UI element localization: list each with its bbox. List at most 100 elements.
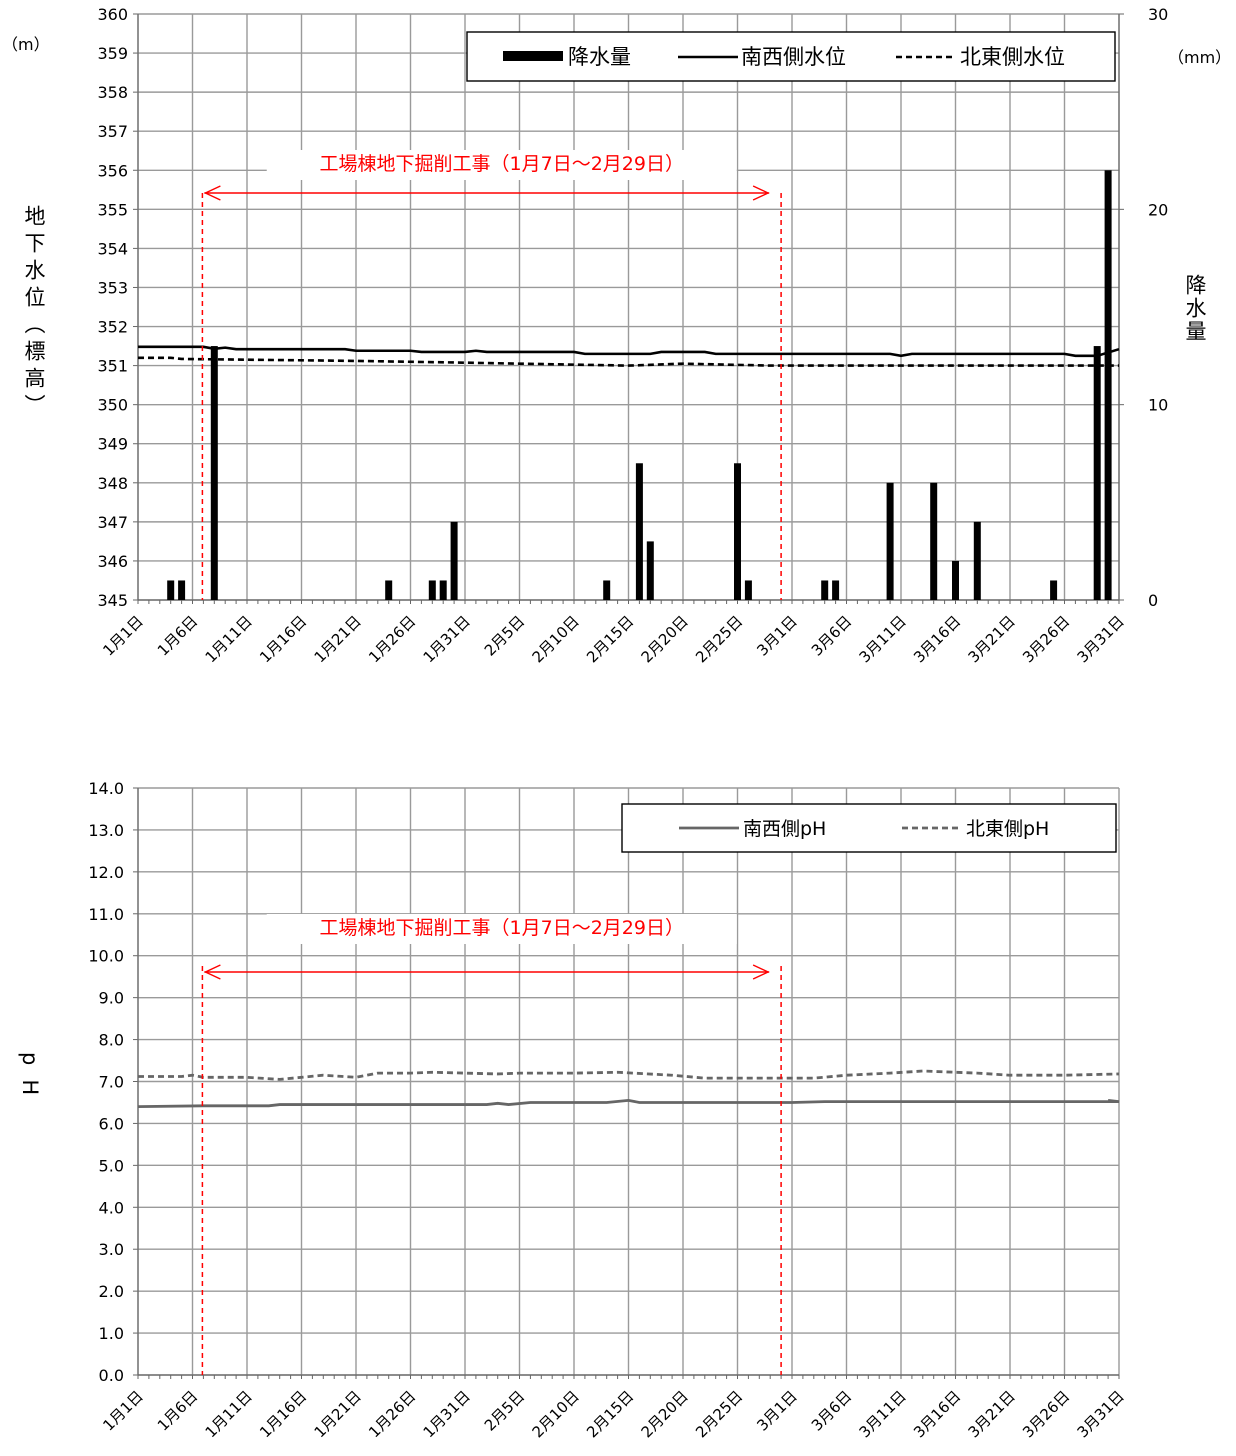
y-tick-label: 4.0 [99, 1198, 124, 1217]
x-tick-label: 2月20日 [638, 612, 692, 666]
annotation-label: 工場棟地下掘削工事（1月7日～2月29日） [320, 917, 684, 939]
precipitation-bar [603, 580, 611, 600]
x-tick-label: 3月21日 [965, 612, 1019, 666]
precipitation-bar [952, 560, 959, 600]
y-axis-title: pH [18, 1052, 42, 1109]
y-right-tick-label: 10 [1148, 396, 1168, 415]
y-left-tick-label: 357 [97, 122, 128, 141]
y-left-tick-label: 353 [97, 278, 128, 297]
x-tick-label: 1月6日 [154, 612, 201, 659]
x-tick-label: 1月31日 [420, 1387, 474, 1441]
x-tick-label: 1月11日 [202, 1387, 256, 1441]
x-tick-label: 3月11日 [856, 612, 910, 666]
x-tick-label: 2月25日 [692, 612, 746, 666]
southwest-water-level-line [138, 345, 1120, 358]
precipitation-bar [1050, 580, 1058, 600]
y-left-tick-label: 354 [97, 239, 128, 258]
precipitation-bar [821, 580, 829, 600]
y-left-tick-label: 352 [97, 318, 128, 337]
legend-swatch-precipitation [503, 51, 563, 61]
y-right-axis-title: 降水量 [1183, 274, 1207, 343]
y-right-tick-label: 30 [1148, 5, 1168, 24]
x-tick-label: 2月5日 [481, 1387, 528, 1434]
y-left-axis-title: 地下水位（標高） [22, 205, 46, 421]
y-tick-label: 7.0 [99, 1073, 124, 1092]
x-tick-label: 1月1日 [99, 1387, 146, 1434]
y-left-tick-label: 345 [97, 591, 128, 610]
x-tick-label: 1月1日 [99, 612, 146, 659]
x-tick-label: 2月25日 [692, 1387, 746, 1441]
legend-box [621, 803, 1117, 853]
precipitation-bar [832, 580, 840, 600]
y-tick-label: 2.0 [99, 1282, 124, 1301]
y-tick-label: 1.0 [99, 1324, 124, 1343]
x-tick-label: 3月6日 [808, 612, 855, 659]
legend-label-southwest: 南西側水位 [741, 45, 846, 69]
x-tick-label: 1月6日 [154, 1387, 201, 1434]
legend-box [466, 31, 1116, 82]
southwest-ph-line [137, 1098, 1120, 1109]
x-tick-label: 1月16日 [256, 1387, 310, 1441]
x-tick-label: 2月10日 [529, 1387, 583, 1441]
x-tick-label: 3月1日 [753, 612, 800, 659]
precipitation-bar [1104, 170, 1112, 600]
y-tick-label: 14.0 [88, 779, 124, 798]
precipitation-bar [973, 521, 981, 600]
y-tick-label: 13.0 [88, 821, 124, 840]
x-tick-label: 3月1日 [753, 1387, 800, 1434]
legend: 南西側pH 北東側pH [621, 803, 1117, 853]
y-left-tick-label: 356 [97, 161, 128, 180]
y-tick-label: 10.0 [88, 947, 124, 966]
y-tick-label: 11.0 [88, 905, 124, 924]
precipitation-bar [734, 463, 741, 600]
y-right-tick-label: 20 [1148, 200, 1168, 219]
y-tick-label: 5.0 [99, 1156, 124, 1175]
annotation-label-bg [266, 914, 737, 944]
precipitation-bar [646, 541, 654, 600]
y-left-tick-label: 349 [97, 435, 128, 454]
y-tick-label: 8.0 [99, 1031, 124, 1050]
x-tick-label: 3月16日 [910, 1387, 964, 1441]
y-tick-label: 0.0 [99, 1366, 124, 1385]
precipitation-bar [178, 580, 186, 600]
x-tick-label: 2月20日 [638, 1387, 692, 1441]
chart-water-level: 345 346 347 348 349 350 351 352 353 354 355 356 357 3… [2, 5, 1231, 666]
x-tick-label: 2月15日 [583, 612, 637, 666]
annotation-label: 工場棟地下掘削工事（1月7日～2月29日） [320, 153, 684, 175]
y-left-tick-label: 359 [97, 44, 128, 63]
y-tick-label: 9.0 [99, 989, 124, 1008]
y-left-tick-label: 358 [97, 83, 128, 102]
y-right-tick-label: 0 [1148, 591, 1158, 610]
precipitation-bar [428, 580, 436, 600]
y-left-tick-label: 355 [97, 200, 128, 219]
northeast-ph-line [138, 1069, 1120, 1081]
y-left-tick-label: 350 [97, 396, 128, 415]
y-left-tick-label: 351 [97, 357, 128, 376]
x-tick-label: 1月21日 [311, 612, 365, 666]
x-tick-label: 1月16日 [256, 612, 310, 666]
y-left-tick-label: 348 [97, 474, 128, 493]
x-tick-label: 3月31日 [1074, 1387, 1128, 1441]
x-tick-label: 1月26日 [365, 612, 419, 666]
precipitation-bar [385, 580, 393, 600]
precipitation-bar [744, 580, 752, 600]
precipitation-bar [167, 580, 175, 600]
precipitation-bar [450, 521, 458, 600]
y-tick-label: 12.0 [88, 863, 124, 882]
x-tick-label: 2月5日 [481, 612, 528, 659]
legend-label-northeast: 北東側pH [966, 818, 1049, 840]
annotation-label-bg [266, 150, 737, 180]
right-axis-unit: （mm） [1168, 48, 1231, 67]
x-tick-label: 3月26日 [1019, 1387, 1073, 1441]
annotation-arrow-left [203, 185, 221, 201]
precipitation-bar [1093, 346, 1101, 600]
chart-ph: 0.0 1.0 2.0 3.0 4.0 5.0 6.0 7.0 8.0 9.0 10.0 11.0 12… [18, 779, 1128, 1441]
y-left-tick-label: 347 [97, 513, 128, 532]
legend: 降水量 南西側水位 北東側水位 [466, 31, 1116, 82]
x-tick-label: 3月16日 [910, 612, 964, 666]
precipitation-bar [930, 482, 938, 600]
annotation-arrow-left [203, 964, 221, 980]
x-tick-label: 3月21日 [965, 1387, 1019, 1441]
legend-label-precipitation: 降水量 [568, 45, 631, 69]
